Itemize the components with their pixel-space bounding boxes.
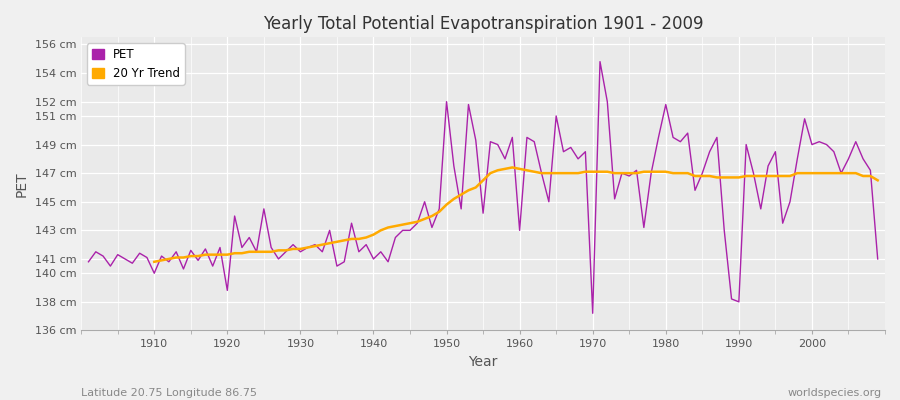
Y-axis label: PET: PET (15, 171, 29, 197)
Legend: PET, 20 Yr Trend: PET, 20 Yr Trend (87, 43, 184, 84)
X-axis label: Year: Year (468, 355, 498, 369)
Text: Latitude 20.75 Longitude 86.75: Latitude 20.75 Longitude 86.75 (81, 388, 257, 398)
Title: Yearly Total Potential Evapotranspiration 1901 - 2009: Yearly Total Potential Evapotranspiratio… (263, 15, 703, 33)
Text: worldspecies.org: worldspecies.org (788, 388, 882, 398)
